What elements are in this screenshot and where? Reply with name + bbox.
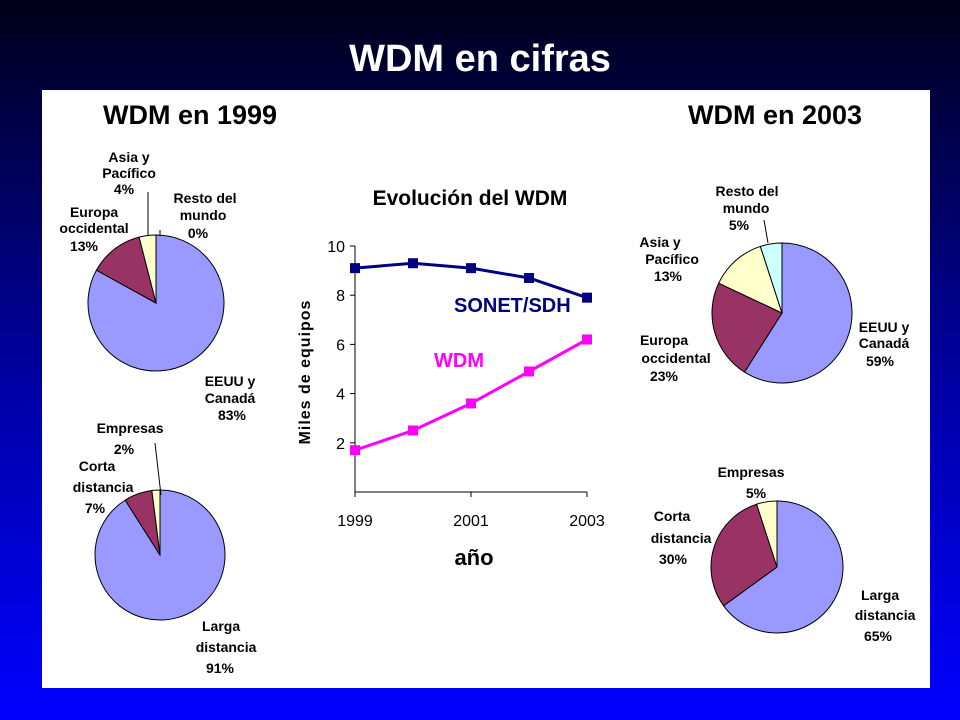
- label-1999-europa: Europa occidental 13%: [59, 204, 132, 254]
- pie-labels: EEUU y Canadá 83% Europa occidental 13% …: [59, 149, 920, 676]
- pie-2003-segment: [710, 500, 844, 634]
- series-label-wdm: WDM: [434, 350, 484, 372]
- leader-2003-resto: [763, 219, 769, 244]
- label-1999-corta: Corta distancia 7%: [73, 458, 138, 516]
- line-chart-xlabel: año: [454, 545, 493, 570]
- pie-slice-larga-distancia: [722, 500, 844, 634]
- leader-lines: [147, 192, 769, 496]
- label-2003-corta: Corta distancia 30%: [651, 508, 716, 567]
- label-2003-europa: Europa occidental 23%: [640, 332, 715, 384]
- label-1999-larga: Larga distancia 91%: [196, 618, 261, 676]
- leader-1999-empresas: [154, 442, 162, 496]
- x-tick-label: 2003: [569, 513, 605, 530]
- pie-1999-segment: [94, 489, 226, 621]
- label-1999-resto: Resto del mundo 0%: [174, 190, 241, 241]
- pie-slice-empresas: [755, 500, 778, 568]
- pie-2003-region: [711, 242, 853, 384]
- label-2003-asia: Asia y Pacífico 13%: [639, 234, 702, 284]
- data-point-sonet-sdh: [524, 272, 534, 283]
- data-point-sonet-sdh: [408, 258, 418, 269]
- pie-slice-europa-occidental: [95, 236, 157, 304]
- series-label-sonet: SONET/SDH: [454, 295, 571, 317]
- label-1999-asia: Asia y Pacífico 4%: [102, 149, 160, 197]
- label-1999-empresas: Empresas 2%: [97, 420, 168, 457]
- slide-title: WDM en cifras: [349, 38, 611, 80]
- line-chart-evolucion: 2 4 6 8 10 1999 2001 2003: [327, 239, 605, 530]
- pie-1999-title: WDM en 1999: [103, 100, 277, 130]
- data-point-sonet-sdh: [582, 292, 592, 303]
- y-tick-label: 4: [336, 387, 345, 404]
- label-1999-eeuu: EEUU y Canadá 83%: [205, 373, 259, 423]
- label-2003-resto: Resto del mundo 5%: [716, 183, 783, 233]
- pie-slice-eeuu-y-canad-: [743, 242, 853, 384]
- y-tick-label: 8: [336, 288, 345, 305]
- data-point-sonet-sdh: [466, 263, 476, 274]
- pie-2003-title: WDM en 2003: [688, 100, 862, 130]
- x-tick-label: 2001: [453, 513, 489, 530]
- data-point-wdm: [350, 445, 360, 456]
- pie-slice-asia-y-pac-fico: [717, 245, 783, 314]
- pie-slice-corta-distancia: [710, 503, 778, 607]
- charts-canvas: WDM en 1999 WDM en 2003 Evolución del WD…: [59, 100, 920, 676]
- pie-slice-eeuu-y-canad-: [87, 234, 225, 372]
- data-point-wdm: [582, 334, 592, 345]
- label-2003-empresas: Empresas 5%: [718, 464, 789, 501]
- label-2003-eeuu: EEUU y Canadá 59%: [859, 319, 913, 369]
- y-tick-label: 10: [327, 239, 345, 256]
- pie-slice-resto-del-mundo: [759, 242, 783, 314]
- y-tick-label: 6: [336, 337, 345, 354]
- label-2003-larga: Larga distancia 65%: [855, 587, 920, 644]
- data-point-sonet-sdh: [350, 263, 360, 274]
- pie-1999-region: [87, 234, 225, 372]
- chart-panel: WDM en 1999 WDM en 2003 Evolución del WD…: [42, 90, 930, 688]
- line-chart-ylabel: Miles de equipos: [297, 300, 314, 445]
- y-tick-label: 2: [336, 436, 345, 453]
- data-point-wdm: [408, 425, 418, 436]
- data-point-wdm: [466, 398, 476, 409]
- x-tick-label: 1999: [337, 513, 373, 530]
- data-point-wdm: [524, 366, 534, 377]
- line-chart-title: Evolución del WDM: [373, 187, 568, 210]
- pie-slice-asia-y-pac-fico: [138, 234, 157, 304]
- pie-slice-europa-occidental: [711, 282, 783, 373]
